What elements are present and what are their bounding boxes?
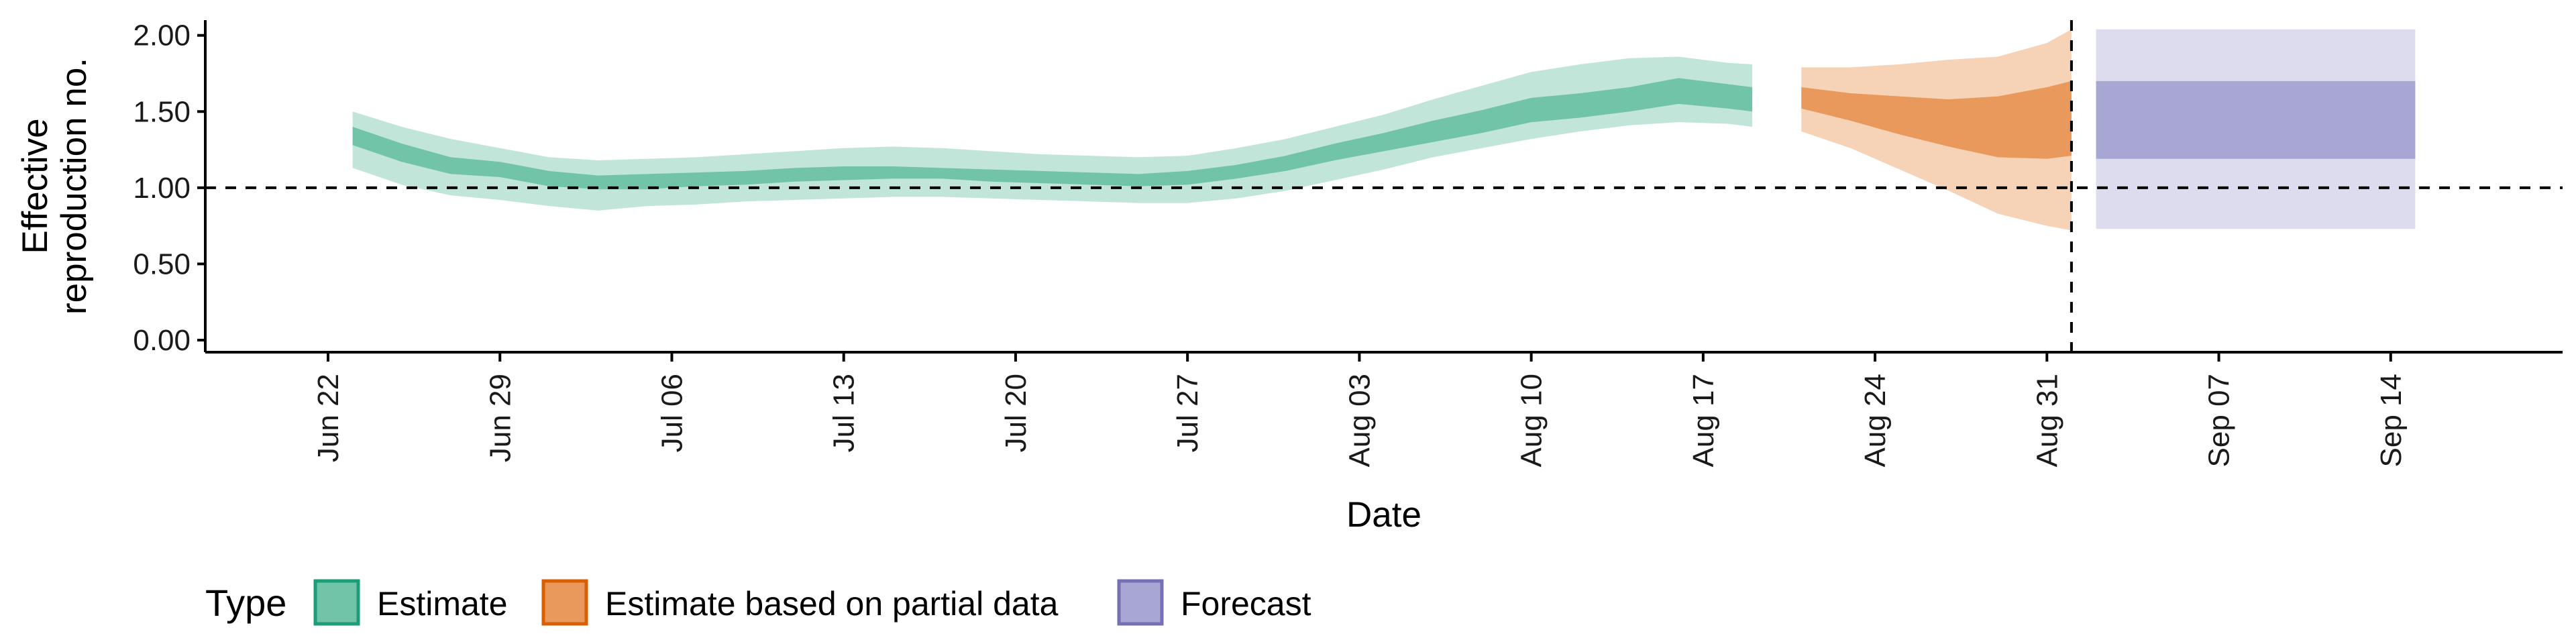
y-tick-label: 1.50 (133, 95, 191, 128)
x-ticks: Jun 22 Jun 29 Jul 06 Jul 13 Jul 20 Jul 27 Aug … (312, 352, 2408, 467)
estimate-outer-band (352, 56, 1753, 211)
legend-label-estimate-based-on-partial-data: Estimate based on partial data (605, 585, 1059, 623)
legend: Type Estimate Estimate based on partial d… (205, 579, 1311, 626)
forecast-inner-band (2096, 80, 2416, 159)
x-axis-title: Date (1346, 495, 1421, 535)
legend-swatch-forecast (1117, 579, 1164, 626)
y-tick-label: 0.50 (133, 248, 191, 280)
legend-label-estimate: Estimate (377, 585, 508, 623)
y-axis-title-line1: Effective (15, 118, 55, 254)
x-tick-label: Jun 22 (312, 374, 345, 462)
x-tick-label: Aug 03 (1343, 374, 1376, 467)
x-tick-label: Jul 13 (828, 374, 861, 452)
legend-swatch-estimate (313, 579, 360, 626)
x-tick-label: Jul 06 (655, 374, 688, 452)
x-tick-label: Jun 29 (484, 374, 517, 462)
x-tick-label: Aug 31 (2031, 374, 2063, 467)
x-tick-label: Aug 10 (1515, 374, 1548, 467)
ribbon-layer (352, 29, 2416, 231)
x-tick-label: Aug 17 (1687, 374, 1720, 467)
x-tick-label: Jul 27 (1171, 374, 1204, 452)
x-tick-label: Jul 20 (1000, 374, 1032, 452)
legend-items: Estimate Estimate based on partial data Fo… (313, 579, 1311, 626)
y-axis-title-line2: reproduction no. (54, 58, 94, 315)
y-ticks: 0.00 0.50 1.00 1.50 2.00 (133, 19, 205, 357)
x-tick-label: Sep 14 (2375, 374, 2408, 467)
y-tick-label: 0.00 (133, 324, 191, 357)
x-tick-label: Aug 24 (1859, 374, 1892, 467)
y-tick-label: 2.00 (133, 19, 191, 52)
x-tick-label: Sep 07 (2203, 374, 2236, 467)
y-tick-label: 1.00 (133, 172, 191, 205)
axes (204, 20, 2563, 354)
legend-swatch-estimate-based-on-partial-data (541, 579, 588, 626)
reference-lines (205, 20, 2563, 352)
legend-title: Type (205, 582, 286, 624)
estimate-inner-band (352, 78, 1753, 190)
legend-label-forecast: Forecast (1181, 585, 1311, 623)
estimate-based-on-partial-data-inner-band (1801, 80, 2072, 159)
